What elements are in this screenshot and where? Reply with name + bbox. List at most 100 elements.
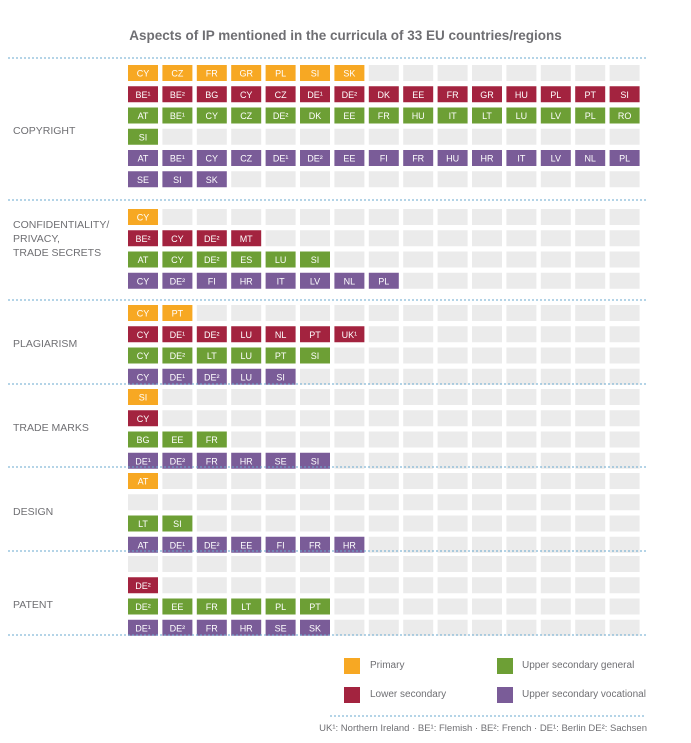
- grid-cell-filled: BE¹: [162, 107, 193, 124]
- cell-fill-rect: [540, 107, 571, 124]
- grid-cell-empty: [540, 389, 571, 405]
- grid-cell-filled: LV: [540, 107, 571, 124]
- cell-country-label: ES: [240, 255, 252, 265]
- grid-cell-empty: [300, 230, 330, 247]
- grid-cell-empty: [437, 598, 468, 615]
- cell-country-label: AT: [138, 154, 149, 164]
- cell-country-label: FR: [206, 456, 218, 466]
- grid-cell-empty: [506, 494, 537, 511]
- cell-fill-rect: [162, 251, 193, 268]
- cell-fill-rect: [265, 150, 296, 166]
- cell-fill-rect: [609, 107, 640, 124]
- grid-cell-empty: [540, 65, 571, 81]
- cell-country-label: DE¹: [135, 456, 151, 466]
- grid-cell-filled: AT: [128, 150, 158, 166]
- grid-cell-empty: [300, 171, 330, 188]
- cell-fill-rect: [472, 150, 502, 166]
- cell-country-label: HR: [240, 623, 253, 633]
- grid-cell-empty: [575, 368, 606, 385]
- grid-cell-filled: BE¹: [128, 86, 158, 103]
- cell-fill-rect: [300, 347, 330, 364]
- grid-cell-empty: [506, 619, 537, 636]
- grid-cell-empty: [162, 577, 193, 594]
- grid-cell-empty: [265, 230, 296, 247]
- grid-cell-filled: SI: [300, 65, 330, 81]
- cell-fill-rect: [265, 251, 296, 268]
- cell-country-label: CY: [171, 234, 184, 244]
- grid-cell-empty: [334, 389, 365, 405]
- cell-fill-rect: [575, 150, 606, 166]
- cell-country-label: GR: [239, 69, 253, 79]
- grid-cell-empty: [265, 410, 296, 427]
- grid-cell-empty: [368, 305, 399, 321]
- cell-fill-rect: [575, 107, 606, 124]
- grid-cell-empty: [575, 473, 606, 489]
- grid-cell-empty: [196, 389, 227, 405]
- grid-cell-filled: PL: [540, 86, 571, 103]
- cell-fill-rect: [231, 368, 262, 385]
- cell-fill-rect: [196, 86, 227, 103]
- cell-country-label: DE²: [170, 276, 186, 286]
- grid-cell-filled: CY: [128, 368, 158, 385]
- grid-cell-empty: [196, 556, 227, 572]
- grid-cell-filled: SI: [300, 347, 330, 364]
- grid-cell-filled: SK: [334, 65, 365, 81]
- cell-fill-rect: [300, 452, 330, 469]
- cell-fill-rect: [162, 86, 193, 103]
- cell-fill-rect: [128, 171, 158, 188]
- cell-country-label: AT: [138, 477, 149, 487]
- grid-cell-empty: [231, 305, 262, 321]
- cell-country-label: DE²: [135, 581, 151, 591]
- cell-country-label: PL: [275, 69, 286, 79]
- grid-cell-empty: [403, 347, 434, 364]
- grid-cell-empty: [162, 473, 193, 489]
- grid-cell-empty: [368, 431, 399, 448]
- cell-country-label: LU: [516, 111, 528, 121]
- cell-country-label: CY: [137, 69, 150, 79]
- cell-country-label: SI: [276, 372, 285, 382]
- grid-cell-empty: [265, 515, 296, 532]
- grid-cell-empty: [231, 577, 262, 594]
- cell-country-label: SK: [206, 175, 218, 185]
- cell-fill-rect: [128, 347, 158, 364]
- cell-fill-rect: [334, 326, 365, 343]
- grid-cell-filled: FR: [196, 619, 227, 636]
- grid-cell-empty: [472, 473, 502, 489]
- cell-fill-rect: [196, 65, 227, 81]
- grid-cell-filled: AT: [128, 473, 158, 489]
- cell-fill-rect: [128, 368, 158, 385]
- grid-cell-filled: PT: [300, 326, 330, 343]
- grid-cell-filled: DE²: [196, 326, 227, 343]
- grid-cell-empty: [403, 230, 434, 247]
- grid-cell-empty: [368, 251, 399, 268]
- cell-country-label: SE: [275, 623, 287, 633]
- grid-cell-empty: [196, 473, 227, 489]
- grid-cell-empty: [403, 251, 434, 268]
- section-label: PATENT: [13, 599, 53, 611]
- grid-cell-empty: [575, 251, 606, 268]
- grid-cell-empty: [575, 515, 606, 532]
- grid-cell-empty: [506, 347, 537, 364]
- grid-cell-empty: [540, 326, 571, 343]
- grid-cell-empty: [609, 326, 640, 343]
- cell-fill-rect: [162, 431, 193, 448]
- grid-cell-empty: [334, 431, 365, 448]
- grid-cell-empty: [609, 347, 640, 364]
- cell-country-label: FR: [206, 69, 218, 79]
- cell-fill-rect: [128, 473, 158, 489]
- grid-cell-empty: [196, 577, 227, 594]
- grid-cell-filled: HR: [231, 619, 262, 636]
- grid-cell-filled: FI: [368, 150, 399, 166]
- grid-cell-empty: [265, 431, 296, 448]
- grid-cell-empty: [472, 272, 502, 289]
- cell-fill-rect: [368, 150, 399, 166]
- grid-cell-empty: [575, 209, 606, 225]
- grid-cell-empty: [231, 209, 262, 225]
- grid-cell-filled: DE²: [334, 86, 365, 103]
- grid-cell-filled: SK: [196, 171, 227, 188]
- cell-fill-rect: [300, 86, 330, 103]
- grid-cell-empty: [506, 272, 537, 289]
- cell-country-label: PT: [584, 90, 596, 100]
- cell-fill-rect: [162, 536, 193, 553]
- grid-cell-empty: [437, 452, 468, 469]
